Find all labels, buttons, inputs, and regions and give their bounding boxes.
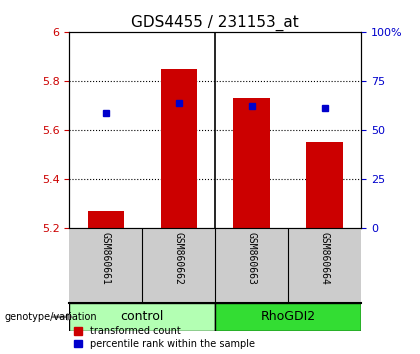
Title: GDS4455 / 231153_at: GDS4455 / 231153_at bbox=[131, 14, 299, 30]
Bar bbox=[234, 98, 270, 228]
Text: GSM860662: GSM860662 bbox=[174, 232, 184, 285]
Text: genotype/variation: genotype/variation bbox=[4, 312, 97, 322]
Bar bbox=[215, 303, 361, 331]
Text: GSM860661: GSM860661 bbox=[101, 232, 111, 285]
Bar bbox=[69, 303, 215, 331]
Bar bbox=[307, 142, 343, 228]
Bar bbox=[160, 69, 197, 228]
Text: GSM860663: GSM860663 bbox=[247, 232, 257, 285]
Text: RhoGDI2: RhoGDI2 bbox=[261, 310, 316, 323]
Bar bbox=[87, 211, 124, 228]
Text: GSM860664: GSM860664 bbox=[320, 232, 330, 285]
Legend: transformed count, percentile rank within the sample: transformed count, percentile rank withi… bbox=[74, 326, 255, 349]
Text: control: control bbox=[121, 310, 164, 323]
